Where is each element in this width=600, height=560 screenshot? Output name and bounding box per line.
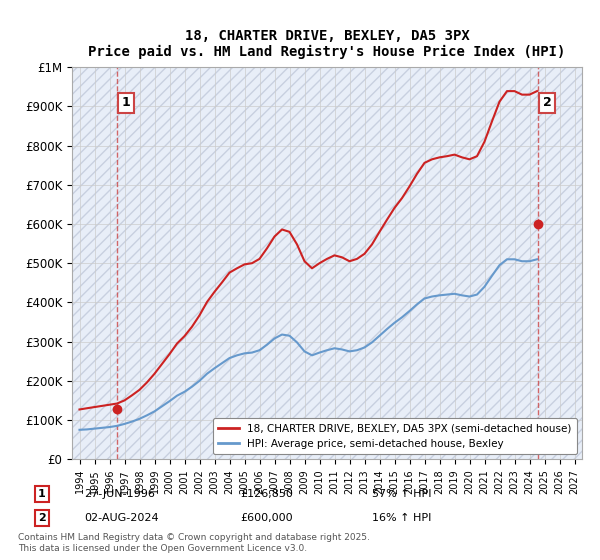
Text: 57% ↑ HPI: 57% ↑ HPI <box>372 489 431 499</box>
Text: £600,000: £600,000 <box>240 513 293 523</box>
Text: Contains HM Land Registry data © Crown copyright and database right 2025.
This d: Contains HM Land Registry data © Crown c… <box>18 534 370 553</box>
Text: 02-AUG-2024: 02-AUG-2024 <box>84 513 158 523</box>
Text: 16% ↑ HPI: 16% ↑ HPI <box>372 513 431 523</box>
Title: 18, CHARTER DRIVE, BEXLEY, DA5 3PX
Price paid vs. HM Land Registry's House Price: 18, CHARTER DRIVE, BEXLEY, DA5 3PX Price… <box>88 29 566 59</box>
Legend: 18, CHARTER DRIVE, BEXLEY, DA5 3PX (semi-detached house), HPI: Average price, se: 18, CHARTER DRIVE, BEXLEY, DA5 3PX (semi… <box>213 418 577 454</box>
Text: 27-JUN-1996: 27-JUN-1996 <box>84 489 155 499</box>
Text: 1: 1 <box>121 96 130 109</box>
Text: £126,850: £126,850 <box>240 489 293 499</box>
Text: 2: 2 <box>542 96 551 109</box>
Text: 1: 1 <box>38 489 46 499</box>
Text: 2: 2 <box>38 513 46 523</box>
